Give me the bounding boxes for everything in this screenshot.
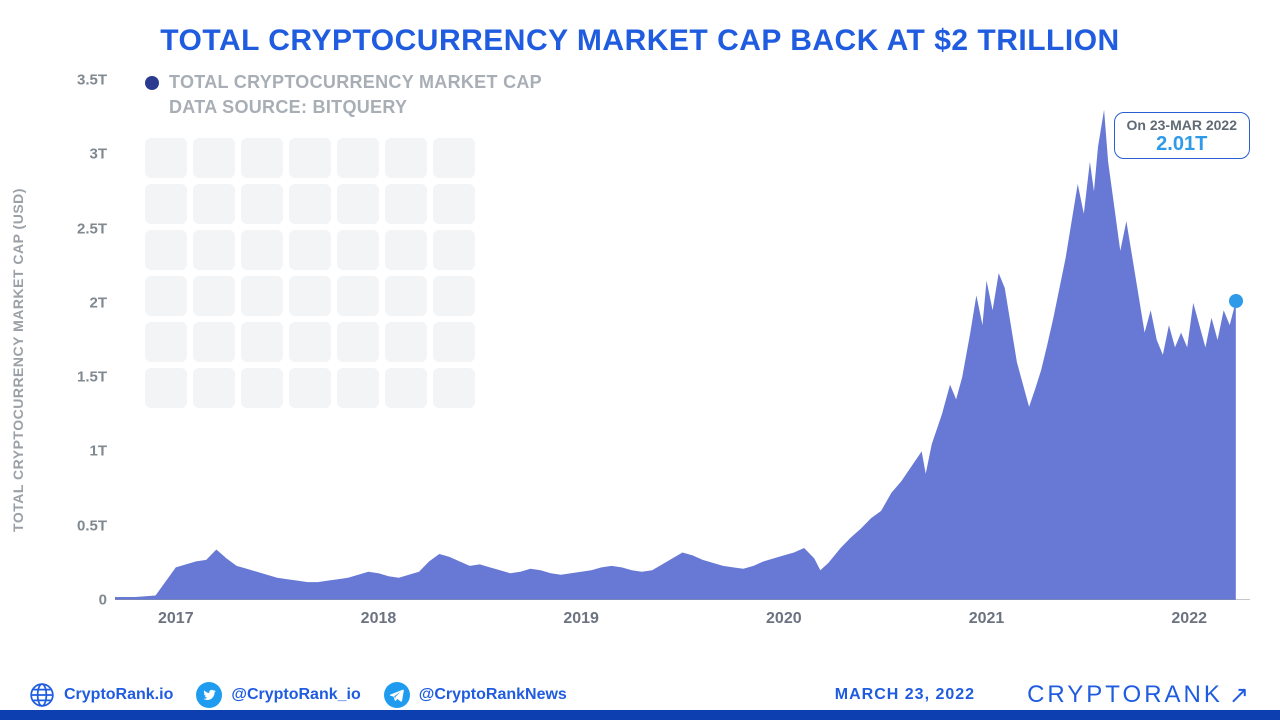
website-text: CryptoRank.io	[64, 686, 173, 704]
arrow-icon: ↗	[1229, 681, 1252, 710]
y-tick: 2.5T	[77, 220, 107, 237]
y-tick: 0.5T	[77, 517, 107, 534]
plot-area: TOTAL CRYPTOCURRENCY MARKET CAP DATA SOU…	[115, 80, 1250, 600]
brand-logo[interactable]: CRYPTORANK ↗	[1027, 681, 1252, 710]
twitter-link[interactable]: @CryptoRank_io	[195, 681, 360, 709]
footer-accent-bar	[0, 710, 1280, 720]
x-tick: 2020	[766, 610, 802, 628]
x-tick: 2019	[563, 610, 599, 628]
y-tick: 2T	[89, 294, 107, 311]
footer-date: MARCH 23, 2022	[835, 686, 975, 704]
x-tick: 2018	[361, 610, 397, 628]
x-tick: 2021	[969, 610, 1005, 628]
telegram-link[interactable]: @CryptoRankNews	[383, 681, 567, 709]
y-tick: 1T	[89, 443, 107, 460]
telegram-icon	[383, 681, 411, 709]
x-tick: 2022	[1171, 610, 1207, 628]
y-tick: 3.5T	[77, 72, 107, 89]
callout-value: 2.01T	[1127, 133, 1237, 156]
area-chart-svg	[115, 80, 1250, 600]
y-axis-label: TOTAL CRYPTOCURRENCY MARKET CAP (USD)	[10, 188, 26, 532]
end-marker-icon	[1229, 294, 1243, 308]
website-link[interactable]: CryptoRank.io	[28, 681, 173, 709]
y-tick: 3T	[89, 146, 107, 163]
chart-container: TOTAL CRYPTOCURRENCY MARKET CAP (USD) TO…	[50, 80, 1250, 640]
globe-icon	[28, 681, 56, 709]
brand-text: CRYPTORANK	[1027, 681, 1223, 709]
x-tick: 2017	[158, 610, 194, 628]
value-callout: On 23-MAR 2022 2.01T	[1114, 112, 1250, 159]
y-tick: 0	[99, 592, 107, 609]
twitter-icon	[195, 681, 223, 709]
y-tick: 1.5T	[77, 369, 107, 386]
callout-date: On 23-MAR 2022	[1127, 117, 1237, 133]
telegram-text: @CryptoRankNews	[419, 686, 567, 704]
page-title: TOTAL CRYPTOCURRENCY MARKET CAP BACK AT …	[0, 0, 1280, 58]
twitter-text: @CryptoRank_io	[231, 686, 360, 704]
